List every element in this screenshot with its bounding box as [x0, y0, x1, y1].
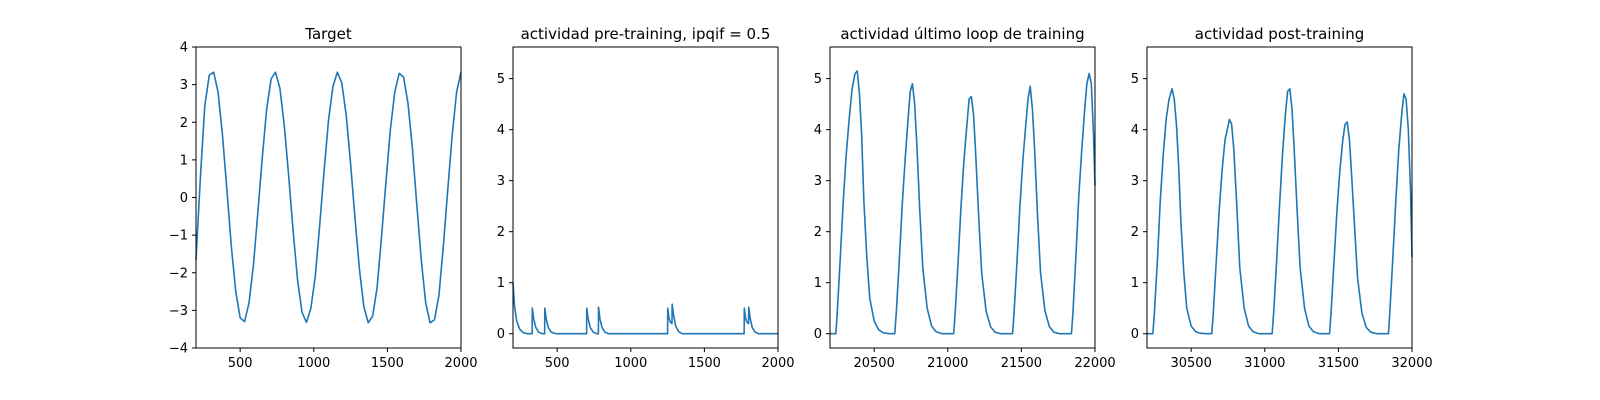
chart-title: Target [304, 25, 352, 43]
x-tick-label: 500 [545, 356, 570, 371]
x-tick-label: 21500 [1001, 356, 1042, 371]
subplot-post-training: 30500 31000 31500 32000 0 1 2 3 4 5 actividad post… [1131, 25, 1433, 371]
axes-frame [829, 46, 1096, 349]
subplot-last-training-loop: 20500 21000 21500 22000 0 1 2 3 4 5 actividad últi… [814, 25, 1116, 371]
x-tick-label: 1500 [371, 356, 404, 371]
y-tick-label: 1 [814, 276, 822, 291]
y-tick-label: 1 [180, 153, 188, 168]
x-tick-label: 500 [228, 356, 253, 371]
axes-frame [195, 46, 462, 349]
axes-frame [512, 46, 779, 349]
y-tick-label: 1 [1131, 276, 1139, 291]
series-line [1147, 88, 1413, 335]
y-tick-label: 0 [180, 191, 188, 206]
chart-title: actividad último loop de training [840, 25, 1084, 43]
series-line [830, 70, 1096, 335]
subplot-target: 500 1000 1500 2000 −4 −3 −2 −1 0 1 2 3 4 Target [169, 25, 478, 371]
axes-frame [1146, 46, 1413, 349]
y-tick-label: 5 [814, 72, 822, 87]
series-line [512, 282, 778, 335]
x-tick-label: 31000 [1244, 356, 1285, 371]
y-tick-label: 3 [1131, 174, 1139, 189]
y-tick-label: 2 [180, 116, 188, 131]
x-tick-label: 1500 [688, 356, 721, 371]
y-tick-label: −3 [169, 304, 188, 319]
x-tick-label: 22000 [1074, 356, 1115, 371]
x-tick-label: 32000 [1391, 356, 1432, 371]
y-tick-label: 5 [497, 72, 505, 87]
y-tick-label: 4 [814, 123, 822, 138]
x-tick-label: 2000 [761, 356, 794, 371]
y-tick-label: 2 [1131, 225, 1139, 240]
chart-title: actividad pre-training, ipqif = 0.5 [521, 25, 771, 43]
y-tick-label: 3 [497, 174, 505, 189]
y-tick-label: 0 [497, 327, 505, 342]
y-tick-label: −1 [169, 229, 188, 244]
y-tick-label: 5 [1131, 72, 1139, 87]
y-tick-label: 4 [1131, 123, 1139, 138]
x-tick-label: 30500 [1170, 356, 1211, 371]
x-tick-label: 20500 [853, 356, 894, 371]
y-tick-label: −4 [169, 342, 188, 357]
subplot-pre-training: 500 1000 1500 2000 0 1 2 3 4 5 actividad pre-train… [497, 25, 795, 371]
x-tick-label: 1000 [297, 356, 330, 371]
y-tick-label: 3 [180, 78, 188, 93]
y-tick-label: 0 [814, 327, 822, 342]
x-tick-label: 1000 [614, 356, 647, 371]
x-tick-label: 2000 [444, 356, 477, 371]
y-tick-label: 2 [497, 225, 505, 240]
y-tick-label: −2 [169, 266, 188, 281]
y-tick-label: 2 [814, 225, 822, 240]
y-tick-label: 1 [497, 276, 505, 291]
series-line [195, 71, 462, 324]
y-tick-label: 3 [814, 174, 822, 189]
x-tick-label: 21000 [927, 356, 968, 371]
x-tick-label: 31500 [1318, 356, 1359, 371]
y-tick-label: 4 [497, 123, 505, 138]
chart-title: actividad post-training [1195, 25, 1364, 43]
y-tick-label: 0 [1131, 327, 1139, 342]
y-tick-label: 4 [180, 41, 188, 56]
